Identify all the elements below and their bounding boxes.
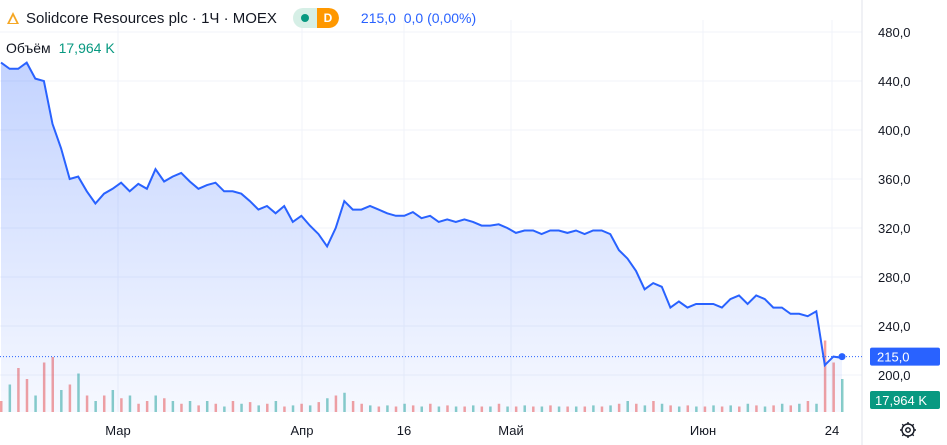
x-tick-label: 24 (825, 423, 839, 438)
market-status-pill[interactable]: D (292, 8, 339, 28)
price-area (1, 62, 842, 412)
triangle-logo-icon (7, 12, 19, 24)
market-open-dot-icon (300, 14, 309, 22)
settings-gear-icon[interactable] (899, 421, 917, 439)
y-tick-label: 320,0 (878, 221, 911, 236)
y-tick-label: 480,0 (878, 25, 911, 40)
last-value: 215,0 (360, 10, 396, 26)
change-percent: (0,00%) (427, 10, 477, 26)
y-tick-label: 280,0 (878, 270, 911, 285)
chart-header: Solidcore Resources plc · 1Ч · MOEX D 21… (6, 7, 476, 29)
y-tick-label: 200,0 (878, 368, 911, 383)
x-tick-label: Май (498, 423, 523, 438)
y-axis[interactable]: 480,0 440,0 400,0 360,0 320,0 280,0 240,0 200,0 (878, 25, 911, 383)
x-tick-label: Июн (690, 423, 716, 438)
price-line (0, 61, 843, 368)
last-price-label: 215,0 (877, 350, 910, 365)
volume-label: Объём (6, 40, 51, 56)
volume-tag: 17,964 K (870, 391, 940, 409)
last-price-tag: 215,0 (870, 347, 940, 366)
x-axis[interactable]: Мар Апр 16 Май Июн 24 (105, 423, 839, 438)
y-tick-label: 360,0 (878, 172, 911, 187)
volume-value-tag: 17,964 K (875, 393, 927, 408)
x-tick-label: 16 (397, 423, 411, 438)
last-quote: 215,0 0,0 (0,00%) (361, 10, 476, 26)
y-tick-label: 440,0 (878, 74, 911, 89)
change-value: 0,0 (403, 10, 424, 26)
volume-legend: Объём 17,964 K (6, 40, 115, 56)
volume-bar (841, 379, 844, 412)
last-price-dot (838, 353, 846, 361)
y-tick-label: 400,0 (878, 123, 911, 138)
volume-value: 17,964 K (58, 40, 115, 56)
delayed-badge: D (316, 8, 339, 28)
x-tick-label: Мар (105, 423, 130, 438)
symbol-title[interactable]: Solidcore Resources plc · 1Ч · MOEX (26, 9, 277, 27)
y-tick-label: 240,0 (878, 319, 911, 334)
x-tick-label: Апр (291, 423, 314, 438)
